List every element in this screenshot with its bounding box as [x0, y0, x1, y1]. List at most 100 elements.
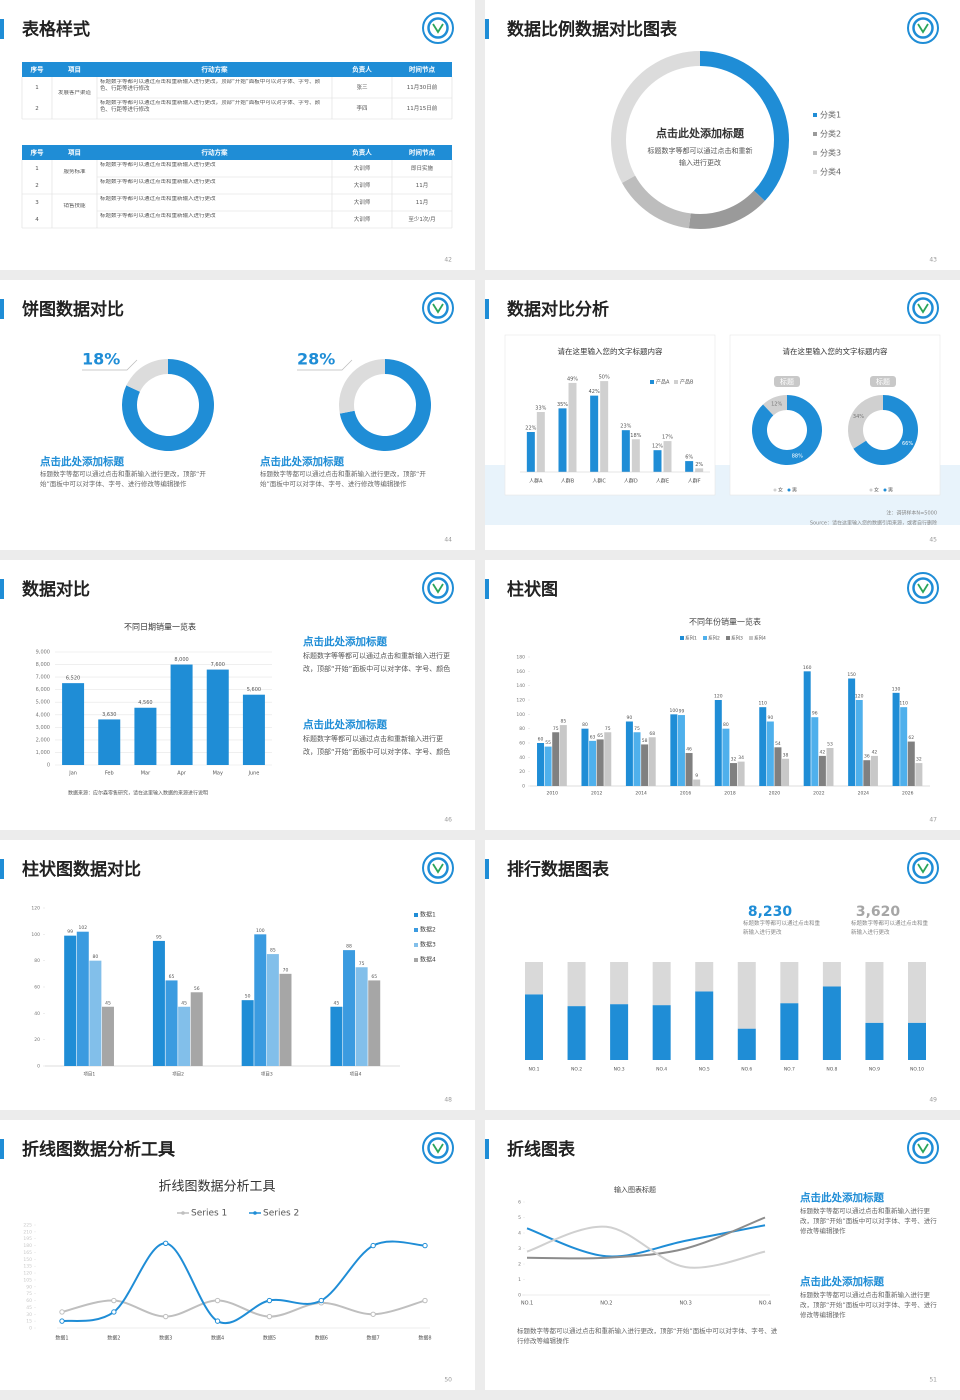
slide-bg [0, 1120, 475, 1390]
bar [907, 741, 915, 786]
value-label: 120 [714, 694, 723, 700]
block-text-box: 标题数字等都可以通过点击和重新输入进行更改，顶部“开始”面板中可以对字体、字号、… [800, 1291, 937, 1320]
value-label: 100 [256, 928, 265, 934]
legend-label: 男 [888, 488, 893, 494]
value-label: 53 [827, 742, 833, 748]
y-tick-label: 5,000 [36, 700, 50, 706]
donut-title: 标题 [876, 377, 890, 386]
page-number: 49 [929, 1097, 937, 1104]
bar [892, 692, 900, 786]
bar [178, 1006, 191, 1066]
y-tick-label: 2,000 [36, 737, 50, 743]
category-label: 项目1 [83, 1072, 95, 1078]
legend-label: 系列1 [685, 635, 697, 642]
value-label: 18% [630, 433, 641, 439]
table-header: 序号 [30, 65, 45, 74]
percent-label: 28% [297, 350, 335, 369]
category-label: 2024 [858, 791, 870, 797]
bar [766, 721, 774, 786]
block-text: 标题数字等都可以通过点击和重新输入进行更改，顶部“开始”面板中可以对字体、字号、… [800, 1291, 937, 1320]
y-tick-label: 8,000 [36, 662, 50, 668]
table-cell: 标题数字等都可以通过点击和重新输入进行更改 [100, 196, 216, 202]
value-label: 80 [93, 954, 99, 960]
title-accent [485, 299, 489, 319]
bar-segment [652, 1005, 671, 1060]
value-label: 62 [908, 735, 914, 741]
legend-label: Series 1 [191, 1209, 227, 1219]
value-label: 9 [695, 773, 698, 779]
slide-title: 柱状图 [507, 579, 558, 600]
table-cell-box: 标题数字等都可以通过点击和重新输入进行更改 [100, 196, 216, 202]
value-label: 42 [872, 749, 878, 755]
slide-bg [0, 280, 475, 550]
bar [206, 669, 229, 765]
slide-title: 数据对比分析 [507, 299, 609, 320]
slide: 柱状图数据对比 48 0 20 40 60 80 100 120 项目1 99 102 80 45 项目2 9… [0, 840, 475, 1110]
legend-dot [787, 488, 791, 492]
table-header: 项目 [68, 65, 81, 74]
bar [89, 960, 102, 1066]
y-tick-label: 80 [519, 726, 525, 732]
bar [526, 432, 535, 472]
page-number: 48 [444, 1097, 452, 1104]
slide: 饼图数据对比 44 18% 点击此处添加标题标题数字等都可以通过点击和重新输入进行更改… [0, 280, 475, 550]
value-label: 12% [652, 444, 663, 450]
table-header: 序号 [30, 148, 45, 157]
point [266, 1297, 273, 1304]
bar [241, 1000, 254, 1066]
line [61, 1240, 426, 1325]
table-cell: 11月 [416, 199, 429, 206]
legend-label: 女 [874, 487, 879, 494]
bar [737, 761, 745, 786]
title-accent [485, 19, 489, 39]
category-label: 项目4 [350, 1072, 362, 1078]
point [214, 1297, 221, 1304]
legend-label: 分类1 [820, 110, 841, 120]
point [370, 1242, 376, 1249]
item-text: 标题数字等都可以通过点击和重新输入进行更改，顶部“开始”面板中可以对字体、字号、… [260, 470, 426, 489]
category-label: NO.2 [571, 1067, 582, 1073]
bar [774, 747, 782, 786]
y-tick-label: 60 [26, 1298, 32, 1304]
y-tick-label: 60 [34, 985, 40, 991]
value-label: 55 [545, 740, 551, 746]
bar [101, 1006, 114, 1066]
y-tick-label: 195 [23, 1236, 32, 1242]
page-number: 44 [444, 537, 452, 544]
card [504, 334, 716, 496]
y-tick-label: 165 [23, 1250, 32, 1256]
bar [343, 950, 356, 1066]
y-tick-label: 6 [518, 1200, 521, 1206]
point [318, 1297, 324, 1304]
value-label: 8,000 [174, 657, 188, 663]
category-label: 人群D [624, 478, 638, 485]
table-header: 负责人 [352, 65, 372, 74]
bar [722, 728, 730, 786]
value-label: 32 [916, 757, 922, 763]
bar-segment [652, 962, 671, 1006]
value-label: 95 [156, 934, 162, 940]
donut-value-label: 66% [902, 441, 913, 447]
table-cell-box: 发展客户渠道 [58, 90, 91, 96]
slide: 排行数据图表498,230标题数字等都可以通过点击和重新输入进行更改3,620标… [485, 840, 960, 1110]
bar [152, 940, 165, 1066]
y-tick-label: 100 [516, 712, 525, 718]
slide-title: 排行数据图表 [507, 859, 610, 880]
logo-mark [917, 863, 929, 874]
category-label: NO.2 [600, 1301, 612, 1307]
legend-swatch [813, 151, 817, 155]
block-text: 标题数字等都可以通过点击和重新输入进行更改，顶部“开始”面板中可以对字体、字号、… [800, 1207, 937, 1236]
table-header: 时间节点 [409, 148, 436, 157]
legend-swatch [749, 636, 753, 640]
value-label: 75 [605, 726, 611, 732]
logo-inner [427, 857, 449, 879]
category-label: NO.3 [614, 1067, 625, 1073]
category-label: 人群C [592, 478, 606, 485]
leader-line [297, 359, 353, 371]
bar [368, 980, 381, 1066]
table-cell: 1 [35, 166, 39, 172]
logo-inner [912, 577, 934, 599]
slide-title: 饼图数据对比 [22, 299, 124, 320]
bar [330, 1006, 343, 1066]
bar [190, 992, 203, 1066]
